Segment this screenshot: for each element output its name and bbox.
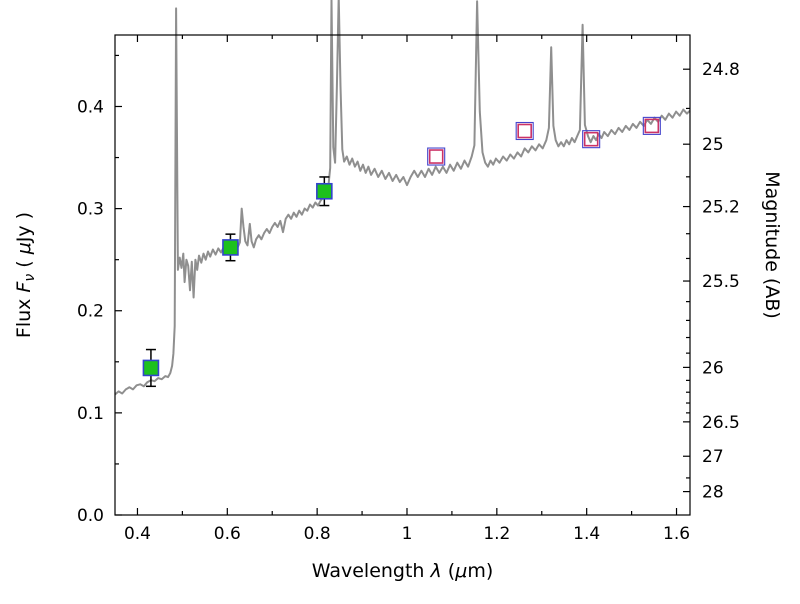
model-photometry-point-outer: [515, 121, 534, 141]
x-axis-tick-label: 1.4: [573, 524, 600, 544]
magnitude-axis-tick-label: 28: [702, 483, 724, 503]
magnitude-axis-tick-label: 27: [702, 447, 724, 467]
flux-axis-tick-label: 0.3: [77, 200, 104, 220]
model-photometry-point-outer: [642, 116, 661, 135]
flux-axis-tick-label: 0.0: [77, 506, 104, 526]
model-photometry-point: [644, 118, 660, 134]
magnitude-axis-tick-label: 25.2: [702, 198, 740, 218]
model-photometry-point: [428, 149, 444, 164]
x-axis-tick-label: 0.8: [304, 524, 331, 544]
observed-photometry-point: [142, 359, 160, 377]
magnitude-axis-tick-label: 26.5: [702, 413, 740, 433]
magnitude-axis-tick-label: 26: [702, 358, 724, 378]
magnitude-axis-title: Magnitude (AB): [761, 171, 783, 319]
model-photometry-point: [583, 131, 599, 147]
plot-frame: [114, 34, 691, 516]
magnitude-axis-tick-label: 24.8: [702, 60, 740, 80]
model-photometry-point: [517, 123, 532, 139]
x-axis-tick-label: 1: [402, 524, 413, 544]
x-axis-tick-label: 0.4: [124, 524, 151, 544]
flux-axis-tick-label: 0.4: [77, 97, 104, 117]
flux-axis-tick-label: 0.1: [77, 404, 104, 424]
observed-photometry-point: [222, 239, 239, 256]
magnitude-axis-tick-label: 25.5: [702, 272, 740, 292]
model-photometry-point-outer: [582, 130, 601, 149]
model-photometry-point-outer: [427, 147, 446, 166]
x-axis-title: Wavelength λ (μm): [312, 560, 493, 582]
flux-axis-tick-label: 0.2: [77, 302, 104, 322]
magnitude-axis-tick-label: 25: [702, 135, 724, 155]
x-axis-tick-label: 1.6: [663, 524, 690, 544]
flux-axis-title: Flux Fν ( μJy ): [13, 212, 38, 338]
x-axis-tick-label: 0.6: [214, 524, 241, 544]
x-axis-tick-label: 1.2: [483, 524, 510, 544]
observed-photometry-point: [316, 182, 333, 200]
spectrum-line: [114, 0, 691, 396]
